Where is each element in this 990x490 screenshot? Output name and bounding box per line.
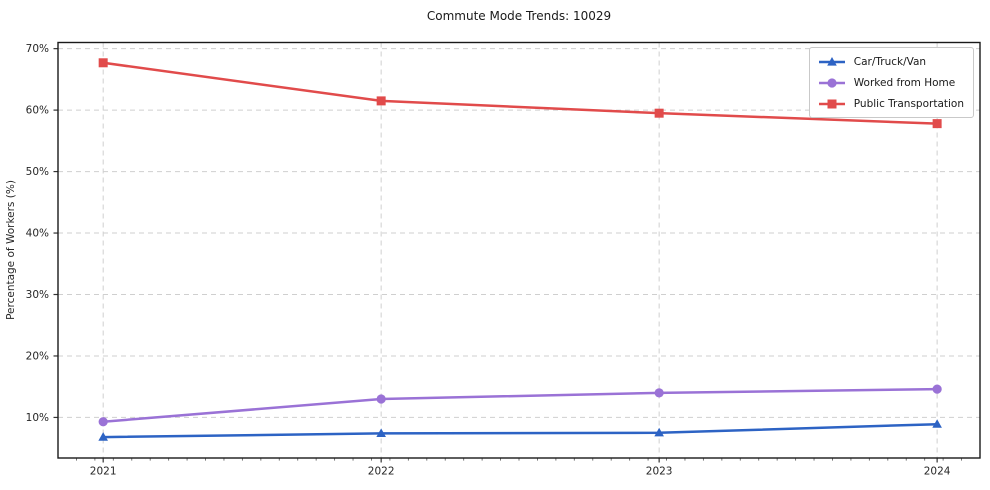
marker-circle	[932, 384, 942, 394]
marker-square	[654, 108, 664, 118]
y-tick-label: 10%	[26, 412, 49, 424]
x-tick-label: 2024	[924, 466, 951, 478]
marker-circle	[98, 417, 108, 427]
x-tick-label: 2021	[90, 466, 117, 478]
y-tick-label: 30%	[26, 289, 49, 301]
series-line	[101, 61, 939, 125]
legend-label: Worked from Home	[853, 76, 956, 89]
marker-triangle	[98, 432, 108, 441]
marker-triangle	[826, 56, 837, 66]
legend-marker-icon	[818, 56, 845, 66]
y-axis-label: Percentage of Workers (%)	[5, 180, 17, 320]
marker-square	[827, 99, 837, 108]
marker-square	[98, 58, 108, 68]
marker-square	[376, 96, 386, 106]
marker-triangle	[654, 427, 664, 437]
y-tick-label: 20%	[26, 350, 49, 362]
legend-label: Public Transportation	[853, 97, 964, 110]
legend-marker-icon	[818, 77, 845, 88]
series-line	[101, 422, 939, 439]
series-line	[101, 387, 939, 423]
axes-layer	[53, 41, 981, 463]
legend: Car/Truck/Van Worked from Home Public Tran…	[808, 47, 974, 118]
legend-label: Car/Truck/Van	[853, 55, 927, 68]
y-tick-label: 50%	[26, 166, 49, 178]
marker-square	[932, 119, 942, 129]
legend-item: Worked from Home	[817, 73, 964, 92]
x-tick-label: 2022	[368, 466, 395, 478]
marker-triangle	[376, 428, 386, 438]
legend-item: Car/Truck/Van	[817, 52, 964, 71]
plot-border	[57, 41, 981, 459]
marker-circle	[827, 77, 837, 88]
grid-layer	[58, 42, 980, 458]
series-layer	[98, 58, 942, 441]
marker-circle	[376, 394, 386, 404]
legend-item: Public Transportation	[817, 94, 964, 113]
legend-marker-icon	[818, 99, 845, 108]
tick-label-layer: 10% 20% 30% 40% 50% 60% 70% 2021 2022 2023 2024	[26, 43, 951, 477]
y-tick-label: 60%	[26, 105, 49, 117]
chart-title: Commute Mode Trends: 10029	[427, 9, 611, 23]
x-tick-label: 2023	[646, 466, 673, 478]
marker-triangle	[932, 419, 942, 428]
y-tick-label: 40%	[26, 228, 49, 240]
marker-circle	[654, 388, 664, 398]
y-tick-label: 70%	[26, 43, 49, 55]
